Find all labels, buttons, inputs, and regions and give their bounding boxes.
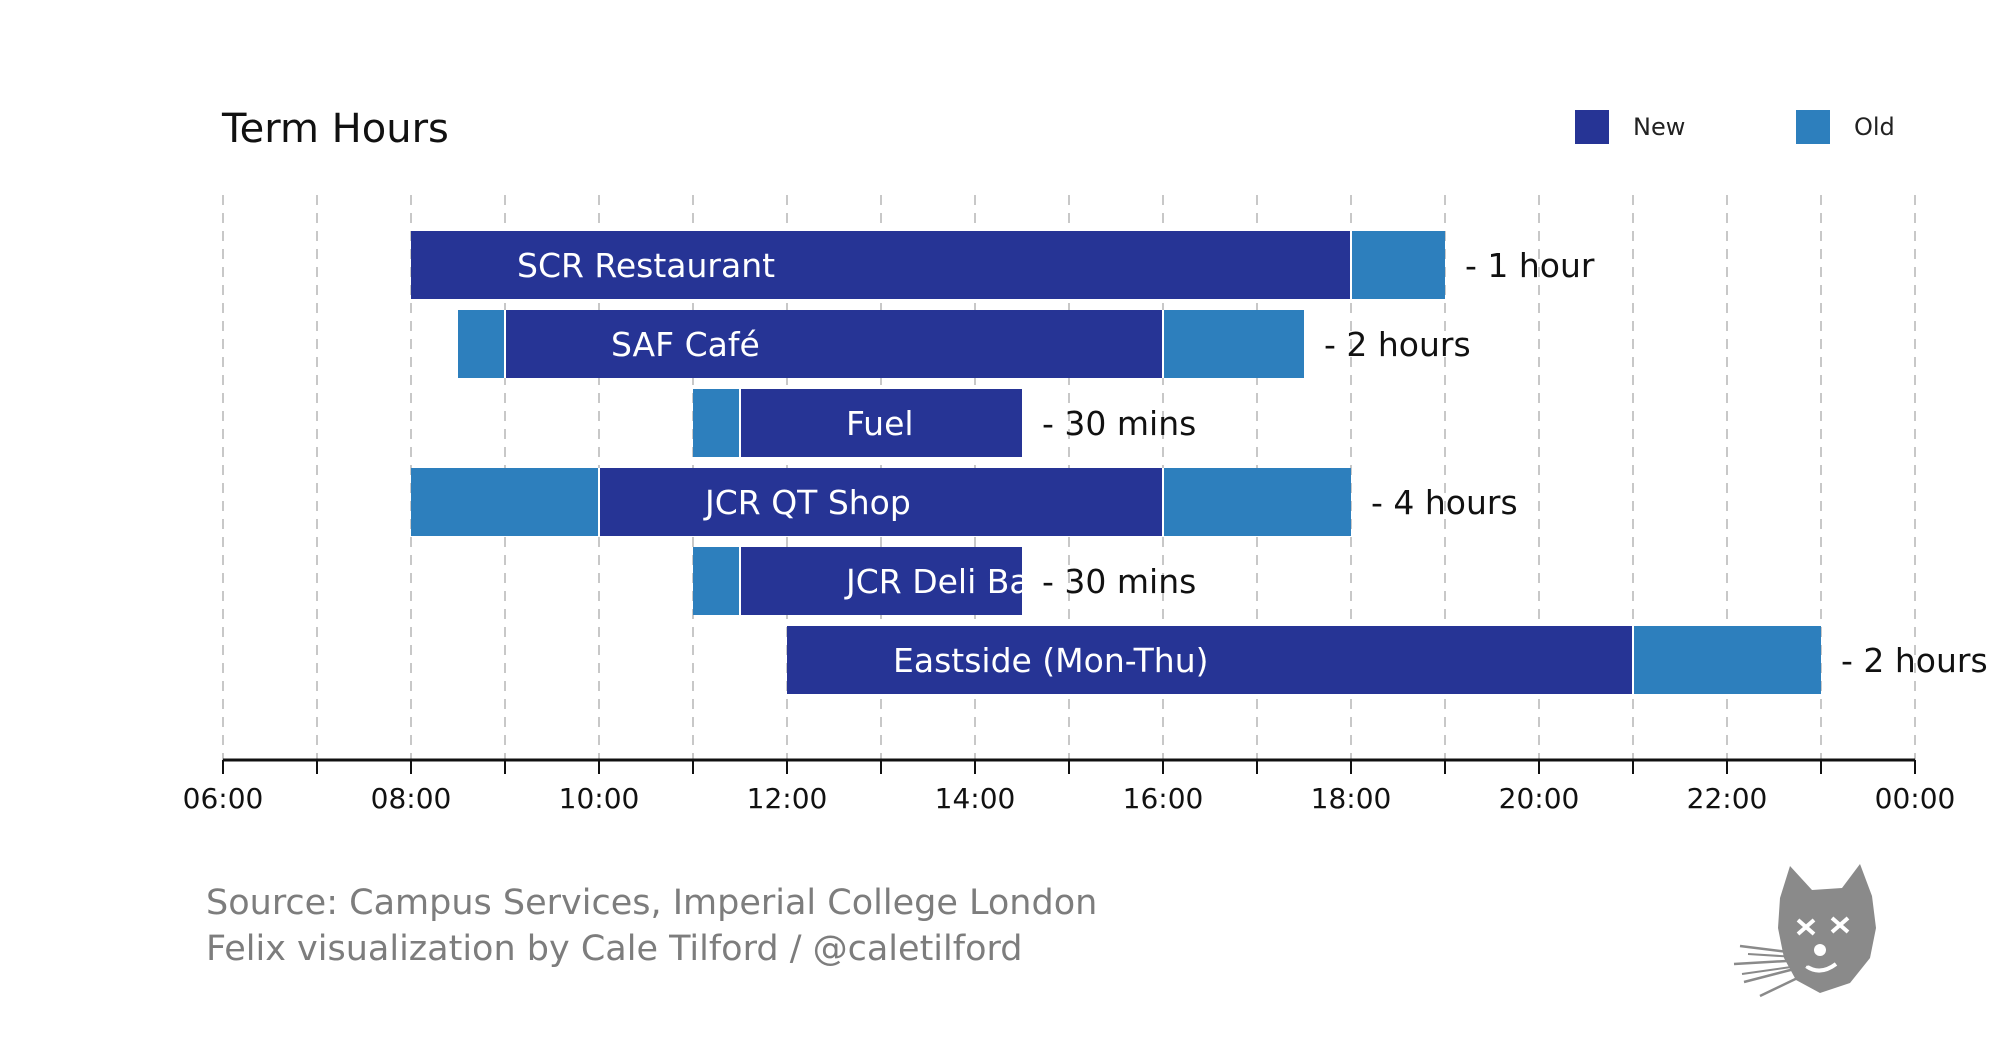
change-label: - 2 hours: [1841, 641, 1988, 680]
source-note: Source: Campus Services, Imperial Colleg…: [206, 880, 1097, 972]
bar-new: [505, 310, 1163, 378]
legend-old-swatch: [1796, 110, 1830, 144]
bar-new: [740, 547, 1022, 615]
change-label: - 2 hours: [1324, 325, 1471, 364]
x-tick-label: 00:00: [1875, 782, 1956, 815]
legend-old-label: Old: [1854, 113, 1895, 141]
x-tick-label: 08:00: [371, 782, 452, 815]
bar-label: JCR Deli Bar: [844, 562, 1044, 601]
x-tick-label: 10:00: [559, 782, 640, 815]
x-tick-label: 14:00: [935, 782, 1016, 815]
bar-label: SAF Café: [611, 325, 760, 364]
change-label: - 30 mins: [1042, 404, 1196, 443]
change-label: - 1 hour: [1465, 246, 1595, 285]
x-tick-label: 06:00: [183, 782, 264, 815]
x-tick-label: 16:00: [1123, 782, 1204, 815]
x-tick-label: 12:00: [747, 782, 828, 815]
x-tick-label: 18:00: [1311, 782, 1392, 815]
bar-new: [599, 468, 1163, 536]
legend-new-label: New: [1633, 113, 1686, 141]
bar-label: Fuel: [846, 404, 914, 443]
bar-new: [411, 231, 1351, 299]
legend-new: New: [1575, 110, 1685, 144]
change-label: - 30 mins: [1042, 562, 1196, 601]
bar-new: [740, 389, 1022, 457]
bar-label: Eastside (Mon-Thu): [893, 641, 1209, 680]
x-tick-label: 20:00: [1499, 782, 1580, 815]
legend-new-swatch: [1575, 110, 1609, 144]
bar-label: SCR Restaurant: [517, 246, 775, 285]
bar-new: [787, 626, 1633, 694]
bar-label: JCR QT Shop: [703, 483, 911, 522]
cat-logo: [1733, 864, 1876, 998]
change-label: - 4 hours: [1371, 483, 1518, 522]
x-tick-label: 22:00: [1687, 782, 1768, 815]
source-line: Source: Campus Services, Imperial Colleg…: [206, 883, 1098, 923]
chart-title: Term Hours: [222, 106, 449, 152]
legend-old: Old: [1796, 110, 1895, 144]
credit-line: Felix visualization by Cale Tilford / @c…: [206, 929, 1023, 969]
